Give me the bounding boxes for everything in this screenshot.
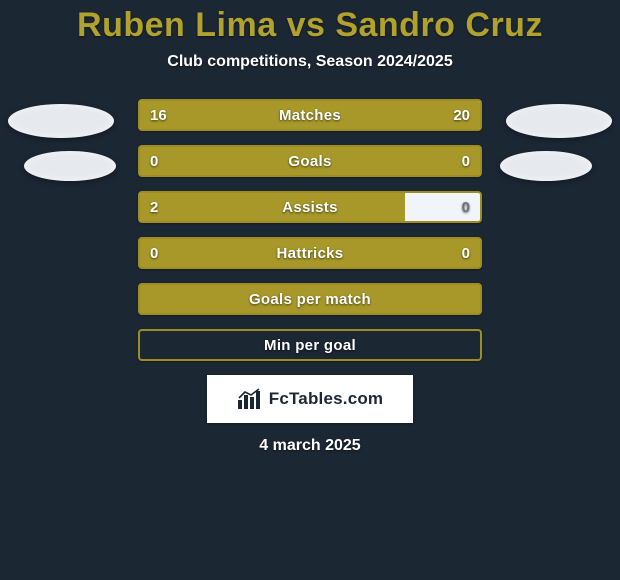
brand-icon [237, 388, 263, 410]
stat-row: Goals0 0 [138, 145, 482, 177]
stat-label: Assists [140, 193, 480, 221]
comparison-card: Ruben Lima vs Sandro Cruz Club competiti… [0, 0, 620, 580]
stat-value-right: 20 [453, 101, 470, 129]
stat-row: Goals per match [138, 283, 482, 315]
stat-label: Goals per match [140, 285, 480, 313]
stat-row: Matches16 20 [138, 99, 482, 131]
player-halo-left-2 [24, 151, 116, 181]
stat-value-right: 0 [462, 239, 470, 267]
stat-value-left: 2 [150, 193, 158, 221]
chart-stage: Matches1620Goals00Assists20Hattricks00Go… [0, 99, 620, 455]
player-halo-right-2 [500, 151, 592, 181]
date-label: 4 march 2025 [0, 437, 620, 455]
player-halo-left-1 [8, 104, 114, 138]
header: Ruben Lima vs Sandro Cruz Club competiti… [77, 0, 543, 71]
stat-row: Hattricks0 0 [138, 237, 482, 269]
player-halo-right-1 [506, 104, 612, 138]
stat-label: Hattricks [140, 239, 480, 267]
stat-label: Goals [140, 147, 480, 175]
stat-value-left: 16 [150, 101, 167, 129]
brand-label: FcTables.com [269, 389, 384, 409]
stat-value-left: 0 [150, 239, 158, 267]
stat-label: Matches [140, 101, 480, 129]
stat-row: Min per goal [138, 329, 482, 361]
page-title: Ruben Lima vs Sandro Cruz [77, 6, 543, 45]
stat-value-right: 0 [462, 147, 470, 175]
stat-value-left: 0 [150, 147, 158, 175]
brand-badge: FcTables.com [207, 375, 413, 423]
stat-label: Min per goal [140, 331, 480, 359]
stat-row: Assists2 0 [138, 191, 482, 223]
stat-value-right: 0 [462, 193, 470, 221]
bar-list: Matches1620Goals00Assists20Hattricks00Go… [138, 99, 482, 361]
page-subtitle: Club competitions, Season 2024/2025 [77, 53, 543, 71]
